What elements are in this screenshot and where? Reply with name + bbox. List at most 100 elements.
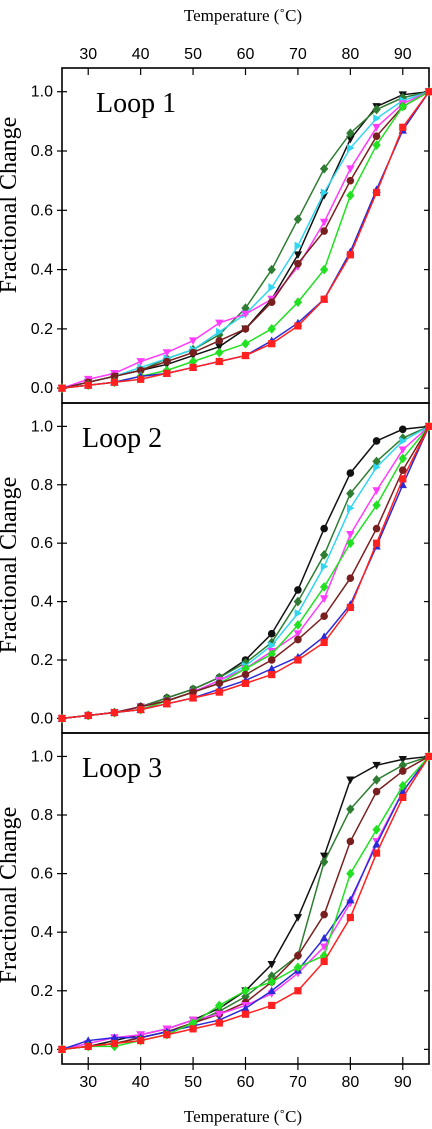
data-point: [372, 140, 381, 150]
series: [58, 422, 432, 722]
data-point: [294, 987, 302, 995]
data-point: [319, 857, 329, 867]
data-point: [162, 349, 172, 357]
data-point: [241, 658, 250, 668]
y-tick-label: 0.8: [31, 807, 53, 824]
data-point: [320, 524, 328, 533]
data-point: [294, 586, 302, 594]
data-point: [320, 295, 328, 303]
data-point: [372, 840, 381, 848]
data-point: [399, 793, 407, 802]
data-point: [110, 708, 119, 717]
data-point: [268, 340, 276, 348]
data-point: [215, 688, 223, 696]
data-point: [137, 706, 145, 714]
data-point: [346, 165, 355, 173]
data-point: [319, 264, 329, 275]
data-point: [241, 1010, 250, 1018]
data-point: [293, 914, 303, 922]
x-tick-label: 90: [394, 1074, 412, 1091]
data-point: [398, 780, 407, 791]
series: [58, 752, 432, 1053]
data-point: [399, 123, 407, 131]
y-tick-label: 0.8: [31, 143, 53, 160]
data-point: [319, 632, 329, 640]
data-point: [293, 620, 303, 630]
data-point: [215, 357, 223, 366]
series: [57, 752, 432, 1053]
data-point: [215, 336, 224, 345]
data-point: [320, 910, 328, 919]
data-point: [372, 188, 381, 197]
data-point: [319, 218, 329, 227]
data-point: [319, 595, 329, 603]
data-point: [425, 422, 432, 430]
data-point: [215, 1000, 224, 1011]
data-point: [294, 635, 302, 644]
data-point: [189, 348, 197, 357]
data-point: [267, 961, 276, 969]
data-point: [373, 114, 381, 123]
data-point: [346, 251, 354, 259]
data-point: [425, 88, 432, 96]
data-point: [320, 562, 329, 571]
data-point: [346, 503, 355, 513]
data-point: [163, 1031, 171, 1039]
panel-title: Loop 2: [82, 423, 162, 454]
data-point: [189, 688, 197, 696]
data-point: [58, 384, 66, 392]
data-point: [319, 950, 329, 961]
data-point: [84, 711, 92, 720]
data-point: [110, 378, 119, 386]
y-tick-label: 1.0: [31, 748, 53, 765]
y-tick-label: 0.8: [31, 477, 53, 494]
data-point: [241, 325, 250, 333]
data-point: [84, 1036, 93, 1044]
data-point: [294, 322, 302, 330]
data-point: [372, 539, 381, 547]
panel-title: Loop 3: [82, 753, 162, 784]
data-point: [163, 357, 171, 366]
data-point: [373, 463, 381, 472]
x-tick-label: 70: [289, 1074, 307, 1091]
data-point: [241, 310, 250, 319]
x-tick-label: 80: [341, 1074, 359, 1091]
data-point: [293, 297, 303, 308]
data-point: [346, 574, 355, 583]
data-point: [267, 656, 276, 664]
panel-loop-2: Fractional Change Loop 2 0.0 0.2 0.4 0.6 0.8…: [0, 402, 432, 734]
y-axis-title: Fractional Change: [0, 477, 22, 654]
y-tick-label: 0.6: [31, 866, 53, 883]
data-point: [346, 143, 355, 153]
data-point: [293, 630, 303, 638]
data-point: [84, 1042, 92, 1051]
data-point: [163, 369, 171, 377]
data-point: [293, 596, 303, 607]
x-tick-label: 30: [79, 1074, 97, 1091]
data-point: [294, 656, 302, 664]
y-tick-label: 0.2: [31, 652, 53, 669]
y-tick-label: 0.0: [31, 380, 53, 397]
data-point: [346, 804, 355, 814]
panel-loop-3: Fractional Change Loop 3 30 40 50 60 70 80 90 0…: [0, 732, 432, 1091]
data-point: [241, 1004, 250, 1012]
data-point: [346, 135, 355, 144]
data-point: [215, 1019, 223, 1027]
data-point: [372, 123, 381, 132]
data-point: [189, 363, 197, 372]
data-point: [319, 943, 329, 952]
data-point: [398, 767, 407, 775]
data-point: [294, 259, 302, 268]
data-point: [268, 283, 276, 292]
data-point: [319, 163, 329, 174]
data-point: [398, 480, 407, 489]
data-point: [372, 787, 381, 796]
data-point: [425, 752, 432, 761]
data-point: [398, 756, 407, 764]
x-tick-label: 30: [79, 46, 97, 63]
top-x-axis-title: Temperature (˚C): [184, 6, 302, 25]
data-point: [372, 824, 381, 835]
panel-loop-1: Fractional Change Loop 1 30 40 50 60 70 80 90 0…: [0, 46, 432, 404]
x-tick-label: 60: [237, 1074, 255, 1091]
data-point: [346, 469, 355, 477]
